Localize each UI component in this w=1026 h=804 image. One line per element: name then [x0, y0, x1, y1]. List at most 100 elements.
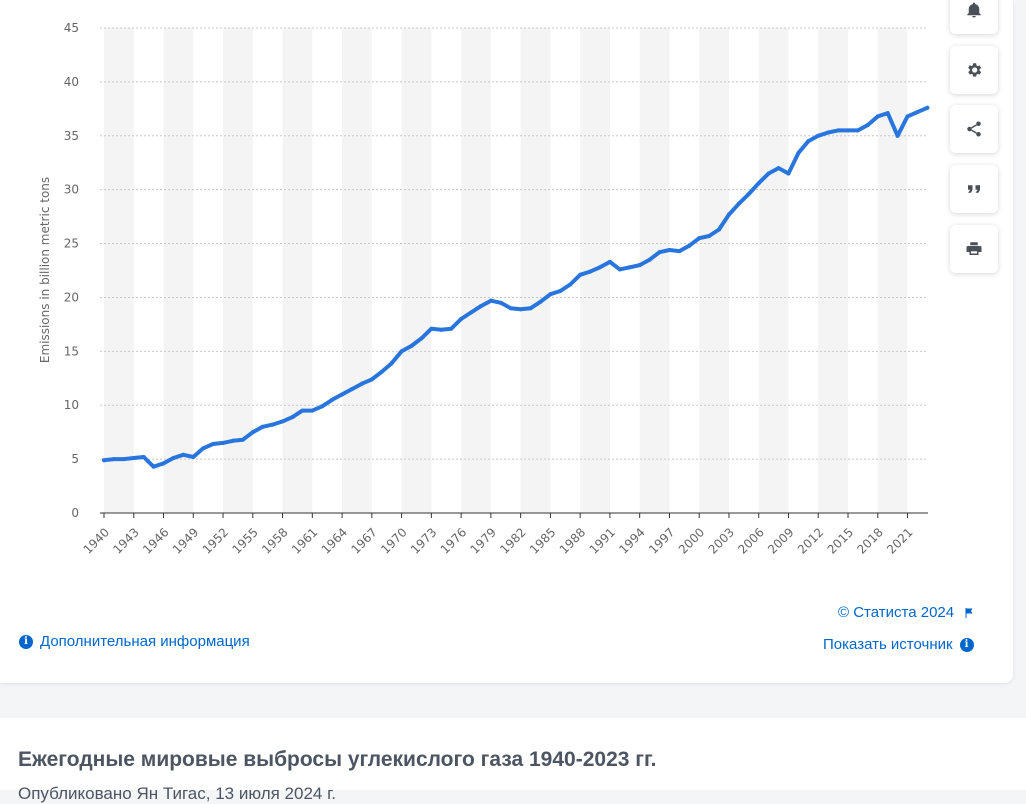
data-point — [270, 422, 275, 427]
data-point — [121, 457, 126, 462]
x-tick-label: 1997 — [646, 525, 677, 556]
data-point — [369, 377, 374, 382]
data-point — [350, 387, 354, 392]
publication-info: Опубликовано Ян Тигас, 13 июля 2024 г. — [18, 784, 336, 803]
x-tick-label: 1946 — [140, 525, 171, 556]
data-point — [677, 249, 682, 254]
data-point — [399, 349, 404, 354]
statistic-header: Ежегодные мировые выбросы углекислого га… — [0, 718, 1026, 803]
data-point — [528, 306, 533, 311]
x-tick-label: 1970 — [378, 525, 409, 556]
flag-icon — [965, 607, 973, 618]
data-point — [280, 419, 285, 424]
data-point — [310, 408, 315, 413]
data-point — [488, 298, 493, 303]
data-point — [240, 437, 245, 442]
data-point — [598, 265, 602, 270]
chart-gridlines — [100, 27, 928, 514]
data-point — [459, 317, 464, 321]
data-point — [548, 292, 553, 297]
data-point — [865, 123, 870, 127]
x-tick-label: 1994 — [616, 525, 647, 556]
alternate-band — [818, 28, 848, 513]
data-point — [320, 404, 325, 409]
data-point — [201, 446, 206, 451]
y-tick-label: 35 — [64, 129, 79, 143]
alternate-band — [163, 28, 194, 513]
data-point — [736, 201, 741, 206]
alternate-band — [104, 28, 134, 513]
cite-button[interactable] — [950, 165, 998, 213]
x-tick-label: 1952 — [200, 525, 231, 556]
data-point — [816, 133, 821, 138]
data-point — [697, 236, 702, 241]
data-point — [855, 128, 860, 133]
printer-icon — [966, 242, 982, 255]
data-point — [478, 304, 483, 309]
data-point — [667, 248, 672, 253]
quote-icon — [968, 185, 980, 193]
copyright-link[interactable]: © Статиста 2024 — [838, 604, 975, 621]
data-point — [111, 457, 116, 462]
data-point — [607, 259, 612, 264]
data-point — [330, 397, 335, 402]
y-tick-label: 5 — [71, 452, 79, 466]
show-source-link[interactable]: Показать источник i — [823, 636, 974, 653]
data-point — [925, 105, 930, 110]
chart-series — [102, 105, 930, 469]
data-point — [846, 128, 850, 133]
data-point — [776, 166, 781, 171]
alternate-band — [401, 28, 432, 513]
x-tick-label: 1964 — [319, 525, 350, 556]
settings-button[interactable] — [950, 46, 998, 94]
data-point — [340, 392, 345, 397]
data-point — [439, 327, 444, 332]
data-point — [627, 265, 632, 270]
data-point — [290, 415, 295, 420]
x-tick-label: 2021 — [884, 525, 915, 556]
data-point — [875, 114, 880, 119]
more-info-link[interactable]: i Дополнительная информация — [19, 633, 250, 650]
y-tick-label: 45 — [64, 21, 79, 35]
share-button[interactable] — [950, 105, 998, 153]
x-tick-label: 1961 — [289, 525, 320, 556]
y-tick-label: 15 — [64, 344, 79, 358]
x-tick-label: 2006 — [735, 525, 766, 556]
data-point — [181, 452, 186, 457]
data-point — [756, 181, 761, 186]
x-tick-label: 2012 — [795, 525, 826, 556]
data-point — [717, 227, 722, 232]
data-point — [221, 440, 226, 445]
data-point — [707, 234, 712, 239]
x-tick-label: 1991 — [587, 525, 618, 556]
data-point — [766, 171, 771, 176]
more-info-label: Дополнительная информация — [40, 633, 250, 650]
data-point — [786, 171, 791, 176]
bell-icon — [967, 2, 981, 18]
data-point — [419, 336, 424, 341]
x-tick-label: 1979 — [468, 525, 499, 556]
data-point — [518, 307, 523, 312]
chart-card: 0 5 10 15 20 25 30 35 40 45 1940 1943 1946 1949 1952 1… — [0, 0, 1013, 683]
x-tick-label: 1940 — [81, 525, 112, 556]
alternate-band — [520, 28, 551, 513]
alternate-band — [639, 28, 670, 513]
data-point — [250, 430, 255, 435]
data-point — [508, 306, 513, 311]
data-point — [746, 191, 751, 196]
alternate-band — [461, 28, 491, 513]
data-point — [449, 326, 454, 331]
data-point — [568, 282, 573, 287]
y-axis: 0 5 10 15 20 25 30 35 40 45 — [64, 21, 79, 520]
data-point — [409, 343, 414, 348]
data-point — [836, 128, 841, 133]
x-tick-label: 2003 — [706, 525, 737, 556]
data-point — [389, 361, 394, 366]
print-button[interactable] — [950, 225, 998, 273]
notification-button[interactable] — [950, 0, 998, 34]
share-icon — [967, 121, 981, 137]
x-tick-label: 1943 — [110, 525, 141, 556]
x-tick-label: 1958 — [259, 525, 290, 556]
x-tick-label: 1949 — [170, 525, 201, 556]
